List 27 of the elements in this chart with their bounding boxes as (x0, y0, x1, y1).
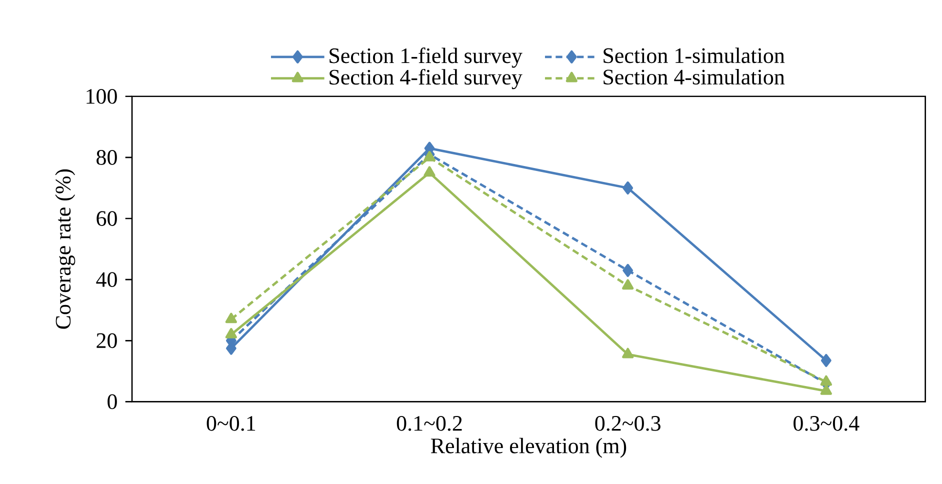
point (622, 348, 634, 358)
point (622, 264, 634, 277)
legend-label: Section 1-simulation (604, 48, 785, 64)
x-tick-label: 0.2~0.3 (595, 416, 660, 431)
y-tick-label: 100 (86, 88, 117, 104)
y-tick-label: 20 (96, 333, 117, 348)
y-tick-label: 60 (96, 211, 117, 226)
legend-label: Section 4-simulation (604, 69, 785, 85)
y-tick-label: 80 (96, 150, 117, 165)
y-tick-label: 0 (108, 394, 117, 410)
x-tick-label: 0.3~0.4 (794, 416, 860, 431)
point (424, 166, 436, 177)
point (225, 312, 237, 324)
x-axis-title: Relative elevation (m) (430, 438, 626, 458)
x-tick-label: 0.1~0.2 (396, 416, 462, 431)
point (622, 279, 634, 290)
y-tick-label: 40 (96, 272, 117, 288)
point (225, 328, 237, 338)
point (820, 384, 832, 395)
point (820, 354, 832, 368)
x-tick-label: 0~0.1 (206, 416, 256, 431)
point (820, 375, 832, 386)
y-axis-title: Coverage rate (%) (55, 169, 76, 329)
legend-label: Section 4-field survey (330, 68, 522, 90)
point (424, 150, 436, 162)
legend-label: Section 1-field survey (330, 47, 522, 68)
point (622, 181, 634, 195)
